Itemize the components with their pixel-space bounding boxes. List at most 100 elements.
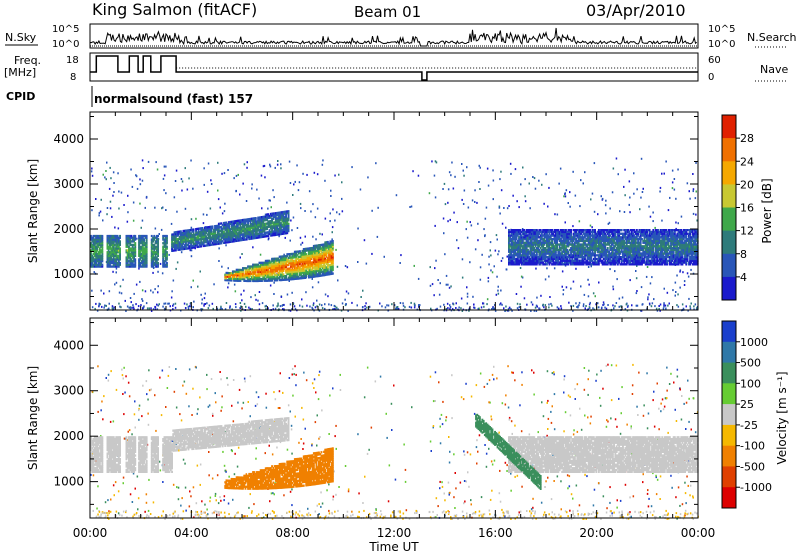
- range-cell: [245, 231, 248, 234]
- clutter-cell: [128, 306, 130, 309]
- noise-cell: [466, 220, 468, 223]
- range-cell: [244, 274, 247, 277]
- noise-cell: [130, 301, 132, 304]
- noise-cell: [474, 201, 476, 203]
- noise-cell: [474, 189, 476, 192]
- range-cell: [107, 234, 110, 238]
- range-cell: [285, 274, 287, 278]
- range-cell: [229, 238, 232, 242]
- noise-cell: [443, 182, 446, 185]
- range-cell: [235, 227, 238, 230]
- range-cell: [90, 254, 92, 257]
- range-cell: [223, 238, 225, 241]
- range-cell: [144, 243, 147, 247]
- noise-cell: [492, 169, 494, 172]
- range-cell: [263, 222, 266, 226]
- noise-cell: [147, 160, 150, 163]
- clutter-cell: [558, 307, 560, 310]
- range-cell: [116, 234, 119, 238]
- noise-cell: [186, 188, 189, 191]
- noise-cell: [233, 283, 236, 286]
- noise-cell: [365, 262, 368, 265]
- noise-cell: [608, 221, 611, 224]
- range-cell: [91, 265, 94, 268]
- noise-cell: [478, 181, 480, 183]
- range-cell: [200, 232, 203, 235]
- range-cell: [140, 238, 143, 241]
- range-cell: [283, 210, 286, 213]
- range-cell: [273, 228, 276, 231]
- range-cell: [188, 239, 191, 243]
- range-cell: [106, 256, 109, 259]
- clutter-cell: [533, 309, 536, 312]
- range-cell: [110, 238, 113, 241]
- noise-cell: [139, 178, 141, 181]
- clutter-cell: [618, 305, 620, 308]
- noise-cell: [616, 278, 618, 281]
- range-cell: [280, 227, 282, 230]
- range-cell: [268, 266, 271, 270]
- range-cell: [190, 234, 192, 237]
- clutter-cell: [148, 307, 151, 310]
- range-cell: [290, 269, 292, 272]
- range-cell: [280, 216, 282, 219]
- range-cell: [125, 258, 128, 261]
- range-cell: [254, 269, 257, 272]
- clutter-cell: [272, 308, 274, 311]
- noise-cell: [659, 190, 661, 193]
- range-cell: [264, 219, 267, 222]
- range-cell: [145, 242, 148, 245]
- clutter-cell: [316, 305, 318, 308]
- noise-cell: [145, 195, 148, 198]
- range-cell: [272, 221, 275, 224]
- noise-cell: [270, 206, 272, 209]
- clutter-cell: [140, 304, 142, 307]
- range-cell: [162, 263, 165, 266]
- noise-cell: [510, 172, 512, 175]
- range-cell: [154, 247, 157, 250]
- noise-cell: [633, 192, 635, 195]
- range-cell: [173, 234, 176, 238]
- noise-cell: [118, 207, 120, 210]
- range-cell: [263, 219, 266, 222]
- noise-cell: [516, 200, 518, 203]
- range-cell: [274, 279, 277, 282]
- range-cell: [286, 278, 289, 281]
- range-cell: [287, 253, 290, 256]
- range-cell: [92, 245, 95, 248]
- range-cell: [106, 238, 109, 241]
- clutter-cell: [526, 303, 528, 306]
- clutter-cell: [321, 304, 323, 307]
- range-cell: [277, 277, 280, 280]
- range-cell: [236, 226, 239, 230]
- noise-cell: [136, 237, 138, 240]
- range-cell: [268, 261, 271, 264]
- noise-cell: [304, 210, 306, 212]
- range-cell: [162, 261, 165, 265]
- clutter-cell: [267, 307, 269, 310]
- range-cell: [261, 267, 263, 270]
- noise-cell: [495, 234, 498, 237]
- noise-cell: [332, 208, 334, 211]
- range-cell: [280, 260, 282, 264]
- range-cell: [207, 236, 210, 240]
- range-cell: [211, 241, 214, 244]
- range-cell: [261, 217, 263, 221]
- range-cell: [231, 270, 234, 273]
- range-cell: [172, 242, 175, 245]
- range-cell: [139, 263, 142, 266]
- range-cell: [259, 267, 262, 270]
- range-cell: [287, 222, 290, 225]
- noise-cell: [520, 183, 522, 186]
- range-cell: [90, 236, 92, 239]
- clutter-cell: [229, 305, 231, 308]
- range-cell: [287, 260, 290, 263]
- clutter-cell: [211, 302, 214, 305]
- range-cell: [250, 276, 253, 279]
- range-cell: [234, 229, 237, 232]
- noise-cell: [443, 232, 445, 235]
- clutter-cell: [239, 307, 241, 309]
- noise-cell: [173, 196, 176, 199]
- range-cell: [258, 218, 261, 221]
- range-cell: [286, 255, 289, 258]
